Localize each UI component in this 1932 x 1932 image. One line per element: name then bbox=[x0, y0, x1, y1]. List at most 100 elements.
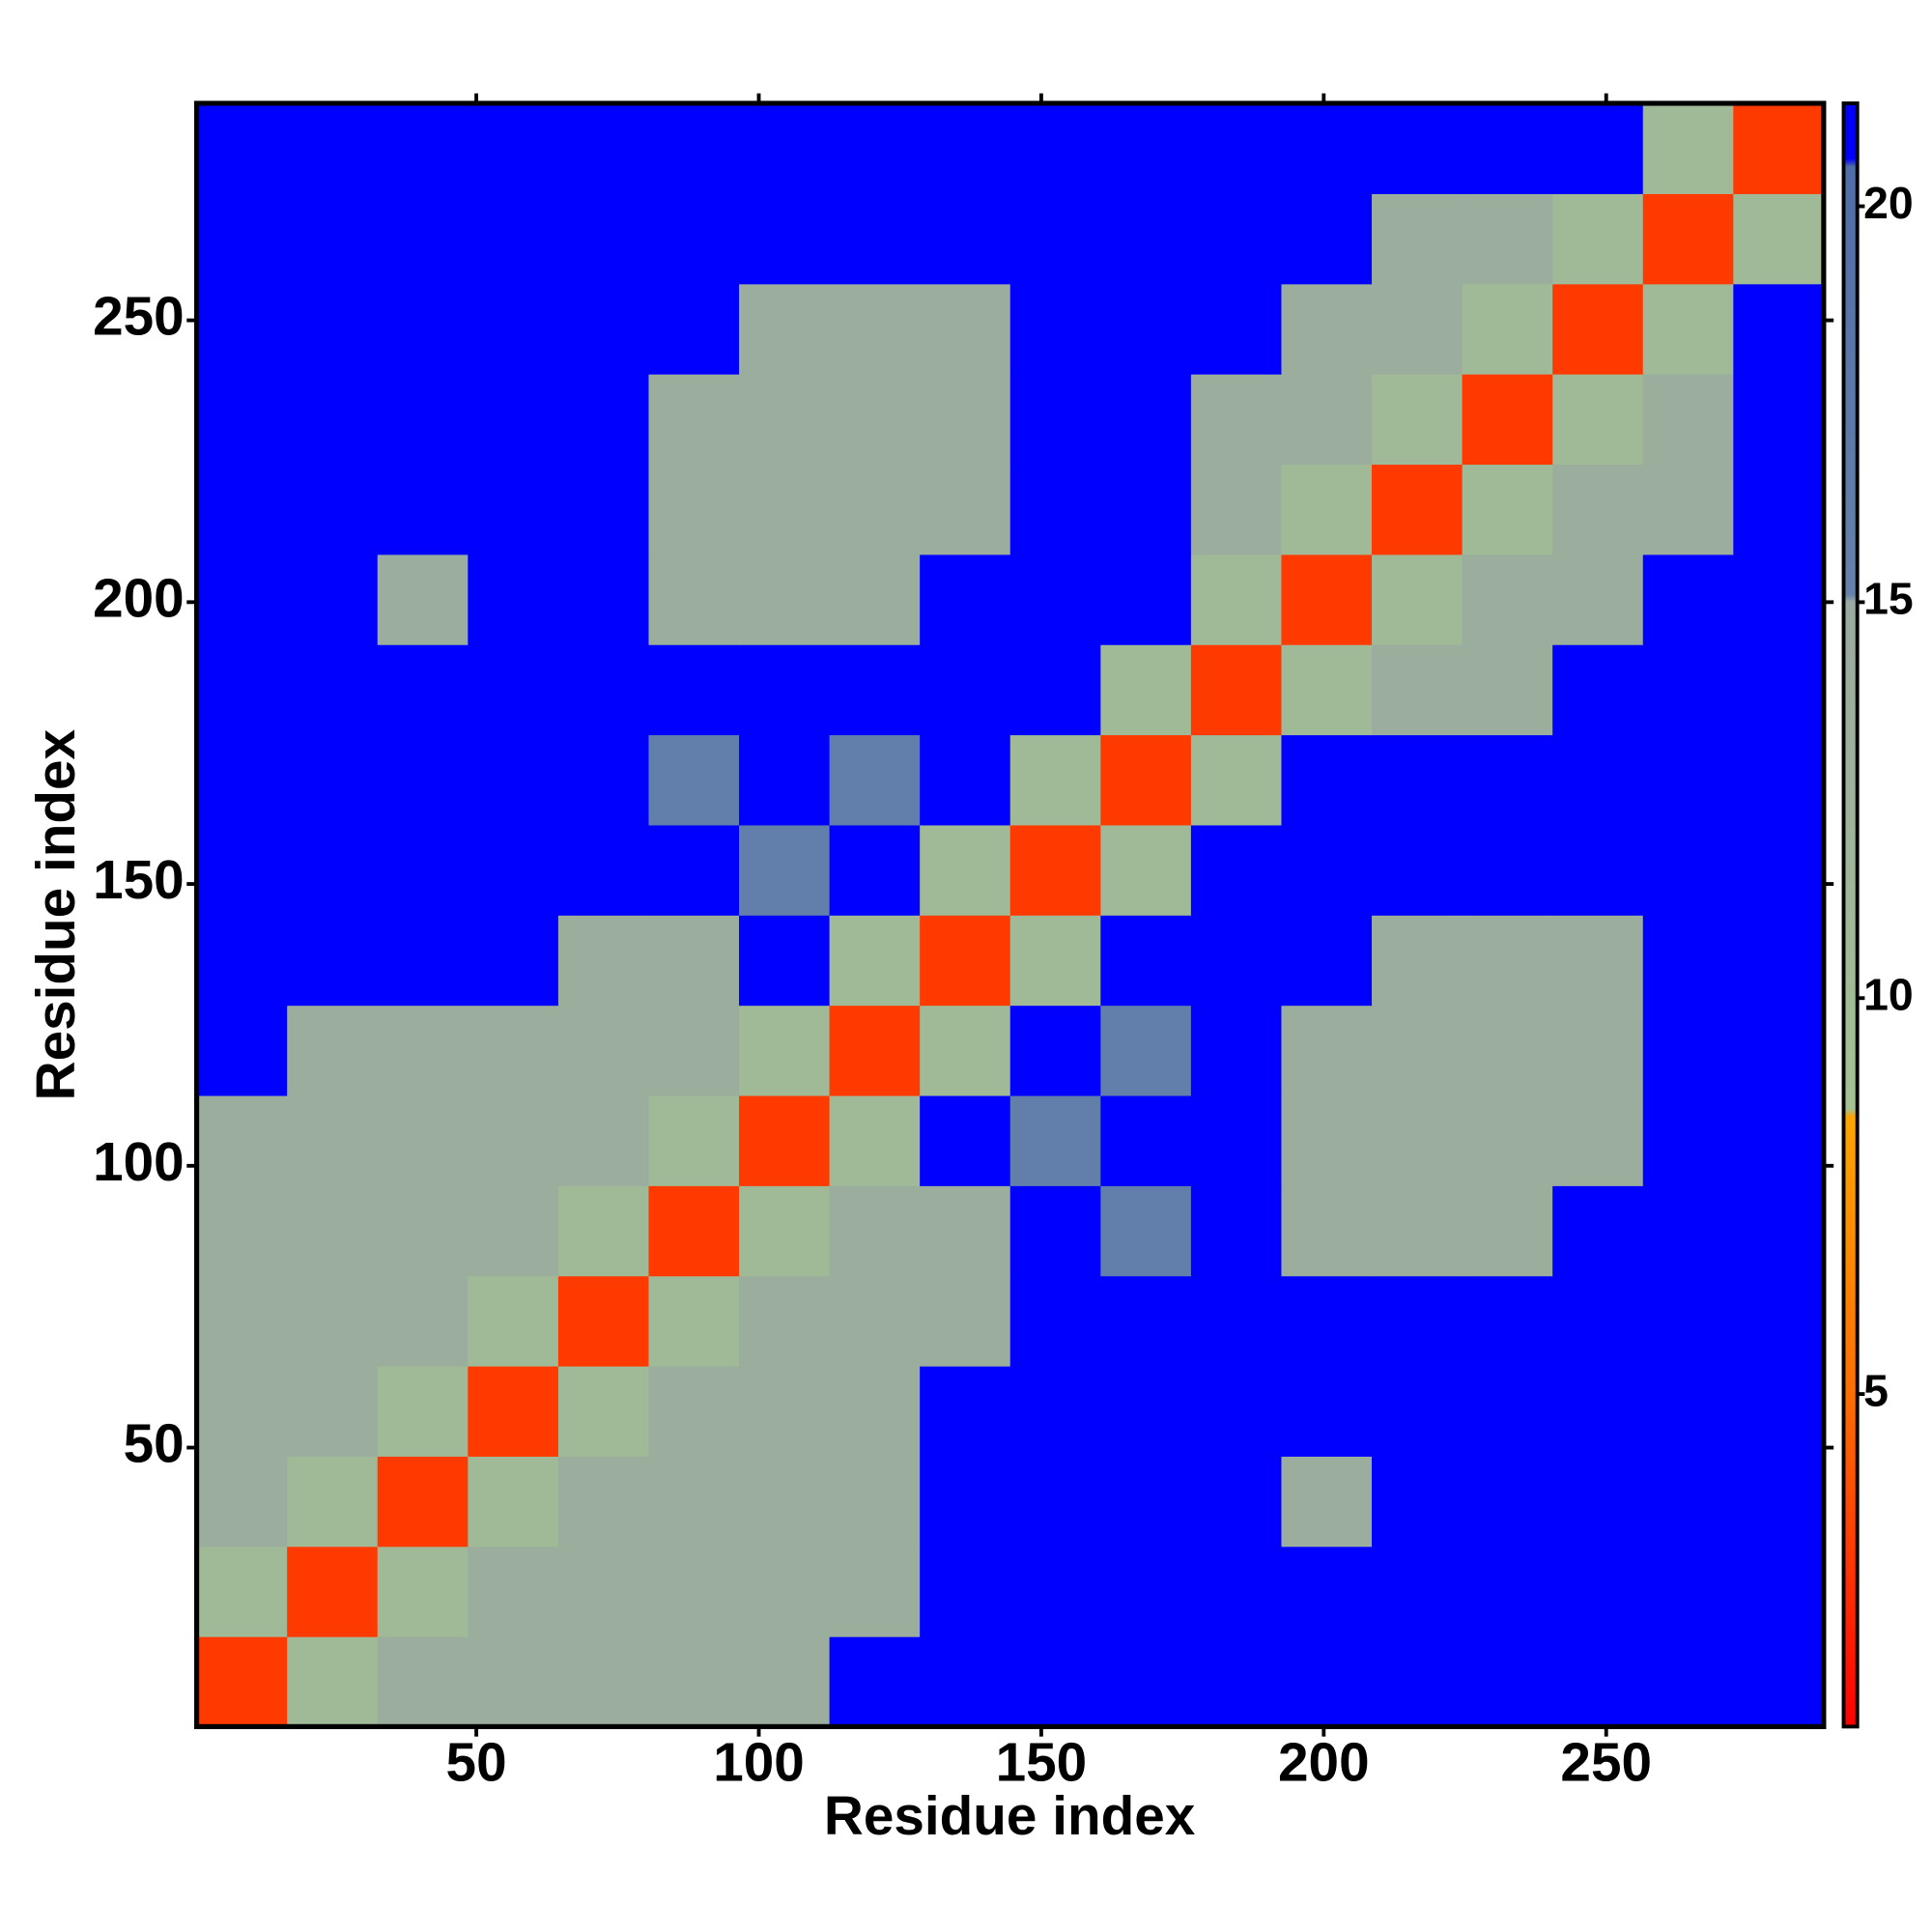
heatmap-cell bbox=[377, 1365, 469, 1457]
heatmap-cell bbox=[829, 1185, 921, 1277]
heatmap-cell bbox=[1281, 1636, 1373, 1728]
heatmap-cell bbox=[287, 1005, 379, 1096]
heatmap-cell bbox=[196, 193, 288, 285]
heatmap-cell bbox=[1462, 824, 1553, 916]
heatmap-cell bbox=[196, 1546, 288, 1637]
heatmap-cell bbox=[377, 824, 469, 916]
heatmap-cell bbox=[739, 283, 831, 375]
heatmap-cell bbox=[1552, 1636, 1644, 1728]
heatmap-cell bbox=[287, 1456, 379, 1548]
heatmap-cell bbox=[1733, 1546, 1825, 1637]
heatmap-cell bbox=[1733, 1094, 1825, 1186]
heatmap-cell bbox=[196, 824, 288, 916]
heatmap-cell bbox=[377, 193, 469, 285]
heatmap-cell bbox=[1009, 102, 1101, 194]
heatmap-cell bbox=[377, 374, 469, 466]
heatmap-cell bbox=[1372, 915, 1463, 1007]
heatmap-cell bbox=[920, 374, 1011, 466]
heatmap-cell bbox=[1552, 554, 1644, 645]
x-tick-label: 150 bbox=[996, 1733, 1088, 1794]
colorbar bbox=[1841, 101, 1860, 1729]
heatmap-cell bbox=[829, 1546, 921, 1637]
heatmap-cell bbox=[196, 1456, 288, 1548]
heatmap-cell bbox=[1190, 1185, 1283, 1277]
heatmap-cell bbox=[1190, 102, 1283, 194]
heatmap-cells bbox=[196, 102, 1825, 1728]
heatmap-cell bbox=[196, 1636, 288, 1728]
heatmap-cell bbox=[1372, 1365, 1463, 1457]
heatmap-cell bbox=[1733, 1275, 1825, 1367]
heatmap-cell bbox=[1100, 1094, 1192, 1186]
heatmap-cell bbox=[1372, 734, 1463, 826]
heatmap-cell bbox=[1190, 283, 1283, 375]
heatmap-cell bbox=[377, 1005, 469, 1096]
colorbar-tick-label: 10 bbox=[1863, 969, 1914, 1019]
heatmap-cell bbox=[739, 1365, 831, 1457]
heatmap-cell bbox=[1009, 193, 1101, 285]
heatmap-cell bbox=[1100, 1185, 1192, 1277]
heatmap-cell bbox=[1281, 915, 1373, 1007]
x-tick-label: 50 bbox=[446, 1733, 507, 1794]
heatmap-cell bbox=[920, 1546, 1011, 1637]
heatmap-cell bbox=[1642, 644, 1734, 736]
heatmap-cell bbox=[920, 1456, 1011, 1548]
heatmap-cell bbox=[196, 102, 288, 194]
heatmap-cell bbox=[1552, 1546, 1644, 1637]
heatmap-cell bbox=[920, 1005, 1011, 1096]
heatmap-cell bbox=[287, 1185, 379, 1277]
heatmap-cell bbox=[1100, 1546, 1192, 1637]
heatmap-cell bbox=[1733, 1456, 1825, 1548]
heatmap-cell bbox=[1462, 1365, 1553, 1457]
heatmap-cell bbox=[287, 734, 379, 826]
heatmap-cell bbox=[468, 915, 559, 1007]
heatmap-cell bbox=[557, 464, 650, 555]
heatmap-cell bbox=[468, 1546, 559, 1637]
heatmap-cell bbox=[1552, 1456, 1644, 1548]
heatmap-cell bbox=[920, 102, 1011, 194]
heatmap-cell bbox=[1281, 464, 1373, 555]
y-axis-title: Residue index bbox=[26, 729, 87, 1101]
heatmap-cell bbox=[1642, 283, 1734, 375]
heatmap-cell bbox=[1552, 1094, 1644, 1186]
heatmap-cell bbox=[1462, 1275, 1553, 1367]
heatmap-cell bbox=[829, 1365, 921, 1457]
heatmap-cell bbox=[739, 1185, 831, 1277]
heatmap-cell bbox=[829, 644, 921, 736]
heatmap-cell bbox=[1190, 1094, 1283, 1186]
heatmap-cell bbox=[1372, 1275, 1463, 1367]
heatmap-cell bbox=[1733, 1185, 1825, 1277]
heatmap-cell bbox=[1372, 1094, 1463, 1186]
heatmap-cell bbox=[287, 102, 379, 194]
heatmap-cell bbox=[1190, 464, 1283, 555]
heatmap-cell bbox=[287, 464, 379, 555]
heatmap-cell bbox=[557, 1275, 650, 1367]
heatmap-cell bbox=[920, 824, 1011, 916]
heatmap-cell bbox=[468, 464, 559, 555]
heatmap-cell bbox=[1281, 102, 1373, 194]
heatmap-cell bbox=[1642, 1005, 1734, 1096]
heatmap-cell bbox=[1372, 283, 1463, 375]
heatmap-cell bbox=[739, 644, 831, 736]
heatmap-cell bbox=[1552, 644, 1644, 736]
heatmap-cell bbox=[829, 464, 921, 555]
heatmap-cell bbox=[739, 193, 831, 285]
heatmap-cell bbox=[1462, 1456, 1553, 1548]
heatmap-cell bbox=[829, 734, 921, 826]
heatmap-cell bbox=[1552, 193, 1644, 285]
heatmap-cell bbox=[1733, 464, 1825, 555]
heatmap-cell bbox=[1100, 193, 1192, 285]
heatmap-cell bbox=[829, 193, 921, 285]
heatmap-cell bbox=[648, 1636, 740, 1728]
heatmap-cell bbox=[557, 644, 650, 736]
heatmap-cell bbox=[1100, 283, 1192, 375]
heatmap-cell bbox=[1462, 644, 1553, 736]
heatmap-cell bbox=[648, 1456, 740, 1548]
heatmap-cell bbox=[1372, 1456, 1463, 1548]
heatmap-cell bbox=[377, 1185, 469, 1277]
heatmap-cell bbox=[1281, 193, 1373, 285]
heatmap-cell bbox=[739, 374, 831, 466]
heatmap-cell bbox=[1009, 1365, 1101, 1457]
heatmap-cell bbox=[196, 1185, 288, 1277]
heatmap-cell bbox=[648, 734, 740, 826]
y-tick-label: 200 bbox=[93, 568, 185, 629]
